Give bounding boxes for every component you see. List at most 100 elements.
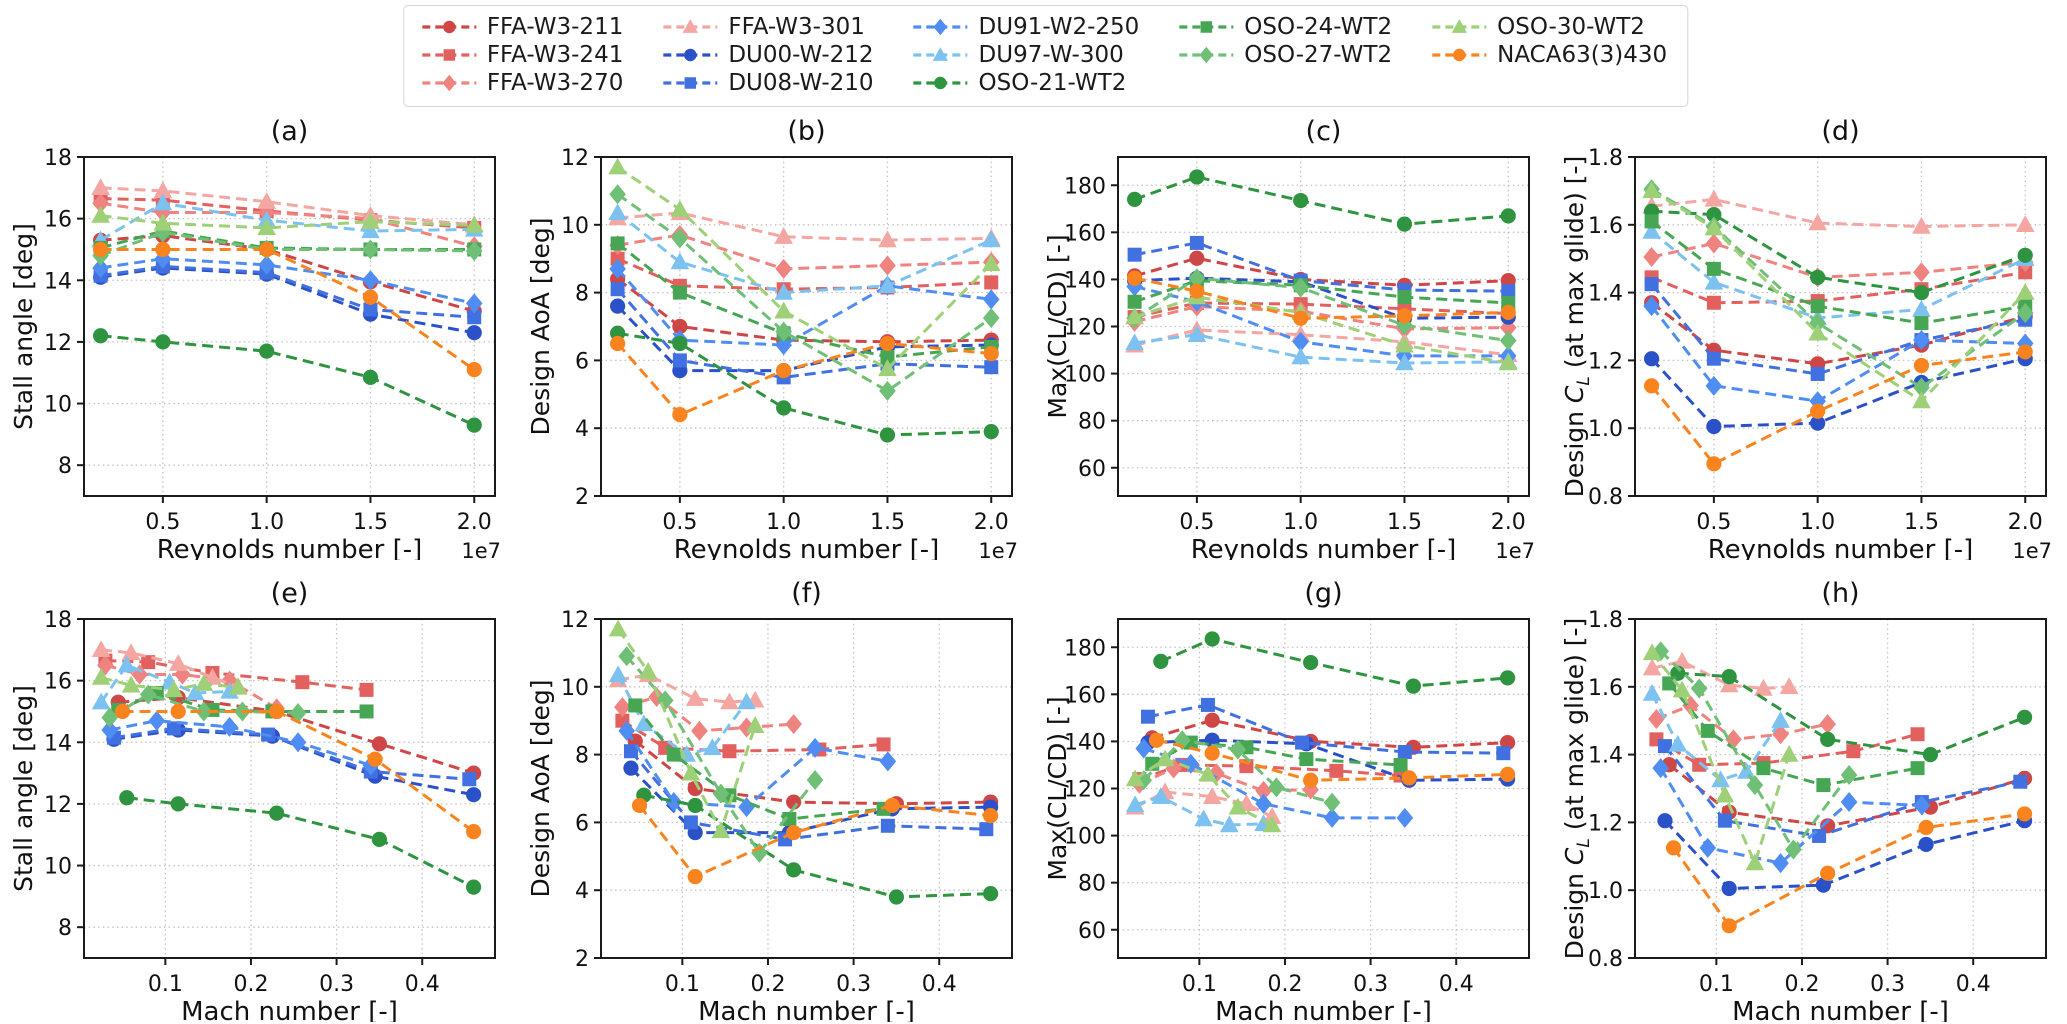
series-OSO-21-WT2 [119, 790, 482, 895]
x-axis-label: Mach number [-] [181, 997, 398, 1022]
y-tick-label: 10 [44, 855, 72, 880]
y-tick-label: 100 [1064, 363, 1106, 388]
triangle-marker-icon [774, 227, 793, 244]
square-marker-icon [1717, 813, 1732, 828]
triangle-marker-icon [91, 667, 111, 685]
subplot-g: 0.1 0.2 0.3 0.4 60 80 100 120 140 160 180 (g) Mach n… [1043, 578, 1530, 1022]
subplot-a: 0.5 1.0 1.5 2.0 8 10 12 14 16 18 (a) Reynolds numbe… [9, 116, 501, 560]
diamond-marker-icon [92, 193, 109, 214]
triangle-marker-icon [878, 359, 897, 377]
x-tick-label: 0.4 [922, 972, 957, 997]
y-axis-label: Design CL (at max glide) [-] [1560, 618, 1594, 960]
circle-marker-icon [170, 703, 186, 720]
legend-entry-label: OSO-30-WT2 [1497, 14, 1645, 40]
legend-entry-label: FFA-W3-241 [486, 42, 624, 68]
series-OSO-30-WT2 [1642, 181, 2035, 409]
circle-marker-icon [1204, 712, 1220, 728]
y-axis-label: Design CL (at max glide) [-] [1560, 156, 1594, 498]
y-tick-label: 1.2 [1588, 811, 1623, 836]
triangle-marker-icon [1912, 216, 1931, 234]
circle-marker-icon [1665, 840, 1682, 856]
series-NACA63(3)430 [1148, 732, 1516, 788]
square-marker-icon [1200, 697, 1215, 712]
x-tick-label: 1.5 [870, 510, 905, 535]
diamond-marker-icon [1699, 837, 1717, 858]
square-marker-icon [1846, 744, 1861, 759]
triangle-marker-icon [608, 157, 627, 175]
triangle-marker-icon [1151, 787, 1171, 804]
triangle-marker-icon [1912, 299, 1931, 317]
square-marker-icon [1816, 778, 1831, 793]
diamond-marker-icon [1913, 795, 1931, 816]
triangle-marker-icon [878, 276, 897, 294]
square-marker-icon [1393, 757, 1408, 772]
circle-marker-icon [466, 417, 482, 433]
x-tick-label: 0.5 [1179, 510, 1214, 535]
square-marker-icon [880, 350, 895, 365]
gridlines [1118, 157, 1529, 496]
x-tick-label: 0.2 [750, 972, 785, 997]
circle-marker-icon [2016, 709, 2033, 725]
square-marker-icon [610, 251, 625, 266]
legend-circle-icon [913, 76, 968, 90]
series-OSO-24-WT2 [1644, 214, 2033, 331]
legend-entry-label: DU00-W-212 [728, 42, 874, 68]
triangle-marker-icon [1125, 769, 1145, 787]
tick-marks [77, 156, 476, 503]
triangle-marker-icon [670, 252, 690, 270]
triangle-marker-icon [774, 283, 793, 300]
triangle-marker-icon [1125, 795, 1145, 813]
y-tick-label: 14 [44, 731, 72, 756]
triangle-marker-icon [164, 680, 184, 698]
triangle-marker-icon [2015, 215, 2035, 232]
y-tick-label: 16 [44, 670, 72, 695]
circle-marker-icon [1499, 766, 1516, 782]
legend-square-icon [1179, 21, 1234, 33]
circle-marker-icon [155, 334, 171, 350]
series-DU97-W-300 [1642, 683, 1790, 788]
square-marker-icon [683, 815, 698, 830]
triangle-marker-icon [774, 301, 793, 319]
square-marker-icon [1706, 295, 1721, 310]
triangle-marker-icon [91, 178, 110, 196]
series-OSO-30-WT2 [608, 157, 1001, 377]
x-offset-label: 1e7 [978, 539, 1018, 560]
diamond-marker-icon [101, 707, 118, 728]
series-DU08-W-210 [106, 721, 477, 787]
circle-marker-icon [1706, 418, 1722, 435]
diamond-marker-icon [1913, 330, 1930, 351]
circle-marker-icon [1657, 813, 1673, 829]
triangle-marker-icon [1808, 323, 1827, 341]
x-offset-label: 1e7 [1495, 539, 1535, 560]
circle-marker-icon [1303, 772, 1319, 788]
circle-marker-icon [1500, 304, 1516, 320]
y-tick-label: 18 [44, 608, 72, 633]
diamond-marker-icon [1255, 780, 1272, 801]
square-marker-icon [1644, 277, 1659, 292]
legend-circle-icon [421, 20, 476, 34]
series-NACA63(3)430 [1644, 344, 2033, 472]
y-tick-label: 1.6 [1588, 676, 1623, 701]
y-axis-label: Design AoA [deg] [526, 218, 555, 436]
x-axis-label: Reynolds number [-] [674, 535, 940, 560]
diamond-marker-icon [1323, 792, 1341, 813]
legend-entry-FFA-W3-241: FFA-W3-241 [420, 42, 624, 68]
circle-marker-icon [1810, 415, 1826, 431]
diamond-marker-icon [465, 240, 483, 261]
circle-marker-icon [1500, 208, 1516, 224]
diamond-marker-icon [1690, 678, 1708, 699]
x-tick-label: 0.3 [836, 972, 871, 997]
circle-marker-icon [982, 885, 999, 902]
circle-marker-icon [362, 289, 379, 305]
y-tick-label: 14 [44, 269, 72, 294]
circle-marker-icon [259, 241, 275, 258]
y-tick-label: 60 [1078, 919, 1106, 944]
tick-marks [1111, 184, 1510, 503]
diamond-marker-icon [1819, 714, 1836, 735]
triangle-marker-icon [745, 716, 765, 733]
y-tick-label: 80 [1078, 872, 1106, 897]
diamond-marker-icon [258, 254, 275, 275]
diamond-marker-icon [101, 719, 118, 740]
series-OSO-27-WT2 [1643, 179, 2034, 398]
triangle-marker-icon [1202, 787, 1222, 804]
